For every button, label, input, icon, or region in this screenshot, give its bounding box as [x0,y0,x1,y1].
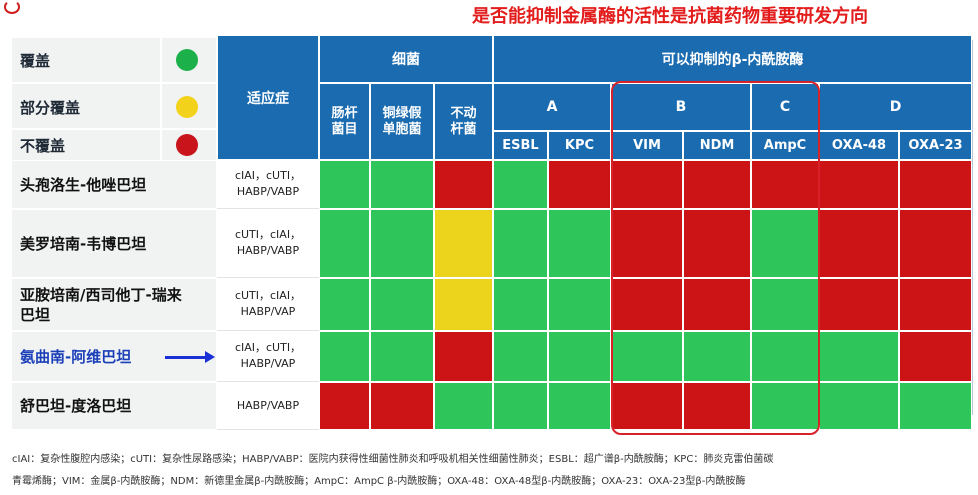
coverage-cell [370,331,434,382]
footnote-line-2: 青霉烯酶；VIM：金属β-内酰胺酶；NDM：新德里金属β-内酰胺酶；AmpC：A… [12,476,746,487]
coverage-cell [683,160,751,209]
row-indication: HABP/VABP [217,382,319,430]
legend-label: 不覆盖 [20,137,66,155]
coverage-cell [548,160,611,209]
coverage-cell [548,382,611,430]
coverage-cell [370,160,434,209]
row-drug-name: 美罗培南-韦博巴坦 [12,210,216,277]
coverage-cell [493,160,548,209]
coverage-cell [899,160,972,209]
divider [160,38,162,82]
coverage-cell [683,278,751,331]
header-pseudomonas: 铜绿假 单胞菌 [370,83,434,160]
coverage-cell [319,382,370,430]
top-bar: 是否能抑制金属酶的活性是抗菌药物重要研发方向 [0,0,978,34]
page-title: 是否能抑制金属酶的活性是抗菌药物重要研发方向 [472,6,868,27]
header-indication: 适应症 [217,35,319,160]
divider [160,130,162,160]
coverage-cell [611,331,683,382]
coverage-cell [493,382,548,430]
coverage-cell [819,278,899,331]
legend-label: 覆盖 [20,52,51,70]
coverage-cell [611,382,683,430]
coverage-cell [751,331,819,382]
arrow-right-icon [165,350,215,363]
header-acinetobacter: 不动 杆菌 [434,83,493,160]
coverage-cell [899,278,972,331]
coverage-cell [370,382,434,430]
coverage-cell [319,160,370,209]
header-group-a: A [493,83,611,131]
coverage-cell [434,382,493,430]
coverage-cell [548,331,611,382]
coverage-cell [683,331,751,382]
yellow-dot-icon [176,96,198,118]
legend-not-covered: 不覆盖 [12,130,216,160]
coverage-cell [548,209,611,278]
row-drug-name: 亚胺培南/西司他丁-瑞来 巴坦 [12,279,216,330]
coverage-cell [370,278,434,331]
header-enzyme-ampc: AmpC [751,131,819,160]
header-inhibit: 可以抑制的β-内酰胺酶 [493,35,972,83]
coverage-cell [434,331,493,382]
header-enzyme-kpc: KPC [548,131,611,160]
header-bacteria: 细菌 [319,35,493,83]
coverage-cell [899,331,972,382]
header-enzyme-esbl: ESBL [493,131,548,160]
coverage-cell [493,331,548,382]
coverage-cell [548,278,611,331]
row-indication: cUTI，cIAI， HABP/VAP [217,278,319,331]
coverage-cell [683,382,751,430]
coverage-cell [434,209,493,278]
row-drug-name: 舒巴坦-度洛巴坦 [12,383,216,429]
row-drug-name: 头孢洛生-他唑巴坦 [12,161,216,208]
highlight-box [611,81,820,435]
coverage-cell [751,160,819,209]
coverage-cell [370,209,434,278]
coverage-cell [683,209,751,278]
coverage-cell [319,278,370,331]
logo-icon [4,0,20,14]
coverage-cell [493,278,548,331]
coverage-cell [434,160,493,209]
coverage-cell [819,209,899,278]
header-enzyme-oxa-23: OXA-23 [899,131,972,160]
coverage-cell [899,382,972,430]
footnote-line-1: cIAI：复杂性腹腔内感染；cUTI：复杂性尿路感染；HABP/VABP：医院内… [12,454,774,465]
header-group-b: B [611,83,751,131]
divider [160,84,162,128]
red-dot-icon [176,134,198,156]
legend-partial: 部分覆盖 [12,84,216,128]
row-indication: cUTI，cIAI， HABP/VABP [217,209,319,278]
coverage-cell [493,209,548,278]
coverage-cell [434,278,493,331]
legend-covered: 覆盖 [12,38,216,82]
legend-label: 部分覆盖 [20,99,81,117]
header-group-d: D [819,83,972,131]
divider [972,40,973,415]
header-enterobacterales: 肠杆 菌目 [319,83,370,160]
coverage-cell [751,209,819,278]
coverage-cell [751,278,819,331]
coverage-cell [319,209,370,278]
header-enzyme-oxa-48: OXA-48 [819,131,899,160]
coverage-cell [819,160,899,209]
coverage-cell [611,160,683,209]
coverage-cell [611,278,683,331]
coverage-cell [819,382,899,430]
row-indication: cIAI，cUTI， HABP/VABP [217,160,319,209]
green-dot-icon [176,49,198,71]
coverage-cell [819,331,899,382]
row-indication: cIAI，cUTI， HABP/VAP [217,331,319,382]
header-enzyme-ndm: NDM [683,131,751,160]
header-group-c: C [751,83,819,131]
coverage-cell [899,209,972,278]
coverage-cell [319,331,370,382]
